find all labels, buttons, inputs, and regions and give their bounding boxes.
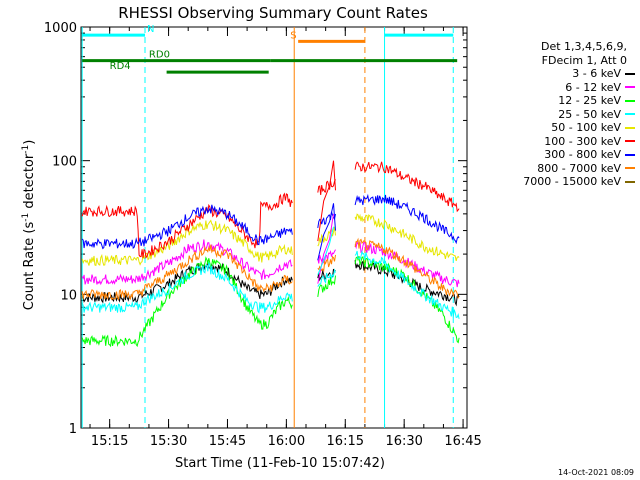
legend-swatch — [625, 72, 635, 75]
x-tick-label: 16:30 — [385, 434, 422, 449]
legend-swatch — [625, 126, 635, 129]
series-line — [81, 260, 460, 307]
legend-entry-label: 3 - 6 keV — [572, 67, 621, 80]
flag-label: S — [290, 30, 296, 41]
legend-header-line-1: Det 1,3,4,5,6,9, — [540, 40, 627, 53]
x-tick-label: 16:45 — [444, 434, 481, 449]
series-line — [81, 249, 460, 320]
legend: Det 1,3,4,5,6,9, FDecim 1, Att 0 3 - 6 k… — [485, 40, 635, 189]
series-line — [81, 255, 460, 348]
legend-swatch — [625, 86, 635, 89]
y-axis-label-main: Count Rate (s — [22, 222, 37, 311]
legend-entry: 3 - 6 keV — [485, 67, 635, 81]
y-tick-label: 100 — [52, 155, 77, 170]
legend-entry: 50 - 100 keV — [485, 121, 635, 135]
x-axis-label: Start Time (11-Feb-10 15:07:42) — [175, 456, 385, 471]
legend-entry-label: 12 - 25 keV — [558, 94, 621, 107]
legend-entry: 25 - 50 keV — [485, 108, 635, 122]
flag-label: RD0 — [149, 50, 170, 61]
legend-entry: 800 - 7000 keV — [485, 162, 635, 176]
y-axis-label-end: ) — [22, 140, 37, 145]
legend-swatch — [625, 140, 635, 143]
chart-title: RHESSI Observing Summary Count Rates — [118, 4, 428, 22]
flag-label: N — [147, 24, 154, 35]
y-axis-label: Count Rate (s-1 detector-1) — [21, 140, 37, 311]
svg-text:Count Rate (s-1 detector-1): Count Rate (s-1 detector-1) — [21, 140, 37, 311]
series-spike — [317, 213, 334, 284]
y-tick-label: 1 — [69, 422, 77, 437]
legend-entry-label: 25 - 50 keV — [558, 107, 621, 121]
y-tick-label: 10 — [60, 288, 77, 303]
legend-swatch — [625, 167, 635, 170]
x-tick-label: 15:30 — [150, 434, 187, 449]
flag-label: RD4 — [110, 61, 131, 72]
series-spike — [317, 203, 336, 261]
plot-frame — [80, 26, 468, 429]
series-line — [81, 239, 460, 288]
series-line — [81, 213, 460, 267]
legend-swatch — [625, 180, 635, 183]
series-spike — [317, 160, 336, 242]
x-tick-label: 15:45 — [209, 434, 246, 449]
legend-entry-label: 7000 - 15000 keV — [523, 175, 621, 188]
legend-swatch — [625, 153, 635, 156]
x-tick-label: 16:00 — [268, 434, 305, 449]
timestamp: 14-Oct-2021 08:09 — [558, 468, 634, 477]
legend-entry-label: 800 - 7000 keV — [537, 161, 621, 175]
legend-swatch — [625, 113, 635, 116]
legend-entry: 100 - 300 keV — [485, 135, 635, 149]
legend-entry: 7000 - 15000 keV — [485, 175, 635, 189]
legend-entry-label: 6 - 12 keV — [565, 80, 621, 94]
y-axis-label-sup: -1 — [21, 213, 31, 222]
legend-swatch — [625, 99, 635, 102]
legend-entry: 12 - 25 keV — [485, 94, 635, 108]
legend-entry: 300 - 800 keV — [485, 148, 635, 162]
y-tick-label: 1000 — [44, 21, 77, 36]
plot-area: 1 10 100 1000 15:15 15:30 15:45 16:00 16:15 16:30… — [44, 21, 482, 449]
x-tick-label: 15:15 — [91, 434, 128, 449]
legend-entry: 6 - 12 keV — [485, 81, 635, 95]
y-axis-label-sup2: -1 — [21, 145, 31, 154]
y-axis-label-mid: detector — [22, 153, 37, 213]
x-tick-label: 16:15 — [327, 434, 364, 449]
legend-entry-label: 100 - 300 keV — [544, 134, 621, 148]
legend-entry-label: 300 - 800 keV — [544, 148, 621, 161]
series-line — [81, 161, 460, 259]
legend-entry-label: 50 - 100 keV — [551, 121, 621, 134]
series-spike — [317, 226, 334, 275]
legend-header-line-2: FDecim 1, Att 0 — [541, 53, 627, 67]
